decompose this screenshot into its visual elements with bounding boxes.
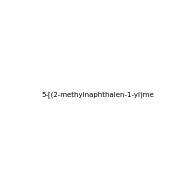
Text: 5-[(2-methylnaphthalen-1-yl)me: 5-[(2-methylnaphthalen-1-yl)me (41, 92, 154, 98)
